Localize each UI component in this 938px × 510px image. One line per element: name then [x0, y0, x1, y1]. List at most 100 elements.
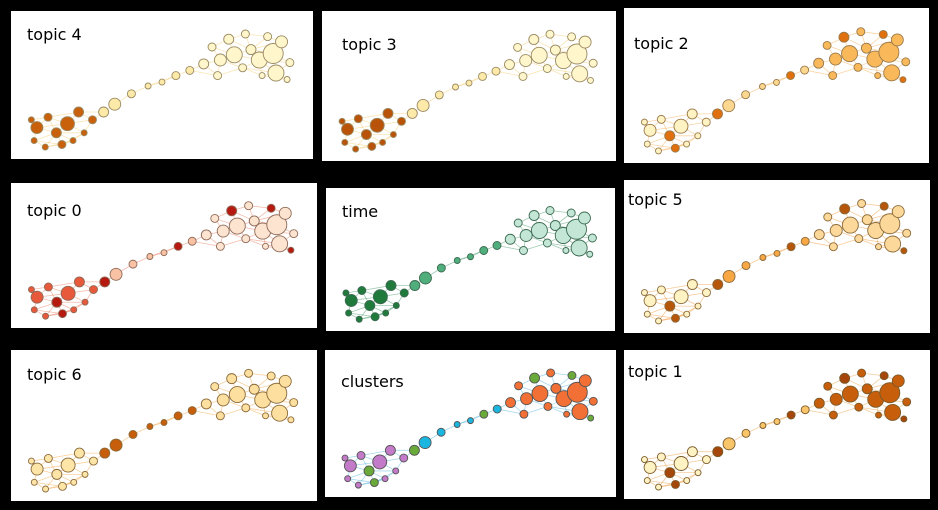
graph-node: [30, 290, 44, 304]
graph-node: [389, 131, 397, 138]
graph-node: [683, 310, 691, 318]
graph-node: [841, 216, 859, 234]
graph-node: [144, 82, 152, 90]
graph-node: [338, 117, 346, 125]
graph-node: [520, 392, 534, 406]
graph-node: [287, 246, 295, 254]
graph-node: [786, 410, 796, 420]
graph-node: [416, 99, 430, 112]
graph-edge: [495, 70, 524, 77]
graph-node: [773, 418, 781, 426]
graph-node: [566, 208, 576, 218]
graph-node: [673, 118, 689, 134]
graph-node: [344, 294, 358, 307]
graph-node: [60, 116, 75, 132]
graph-node: [238, 63, 248, 73]
graph-node: [722, 269, 736, 283]
graph-node: [228, 386, 246, 404]
graph-node: [758, 83, 766, 90]
graph-node: [878, 41, 900, 63]
graph-node: [643, 477, 651, 484]
graph-node: [89, 456, 98, 466]
graph-node: [341, 122, 354, 136]
graph-node: [786, 71, 796, 80]
graph-node: [453, 257, 461, 264]
graph-node: [670, 143, 680, 153]
graph-node: [578, 374, 592, 388]
graph-node: [694, 132, 702, 140]
graph-edge: [647, 313, 676, 319]
graph-node: [823, 212, 833, 222]
graph-node: [384, 444, 396, 456]
graph-node: [578, 211, 591, 225]
graph-node: [215, 241, 225, 251]
graph-node: [392, 467, 400, 475]
graph-node: [571, 65, 589, 83]
network-graph: [28, 201, 299, 320]
graph-node: [30, 306, 38, 314]
panel-topic-6: topic 6: [11, 350, 317, 501]
graph-node: [70, 306, 78, 314]
graph-node: [875, 243, 882, 251]
graph-node: [545, 29, 555, 39]
network-graph: [341, 368, 598, 489]
graph-node: [436, 263, 446, 273]
graph-edge: [805, 240, 834, 248]
graph-node: [73, 106, 85, 118]
graph-node: [643, 123, 657, 137]
graph-node: [813, 229, 825, 240]
graph-node: [408, 444, 420, 456]
graph-node: [171, 71, 181, 81]
graph-node: [266, 382, 288, 404]
graph-node: [874, 72, 882, 79]
graph-node: [759, 422, 767, 429]
graph-node: [370, 312, 380, 322]
graph-node: [722, 437, 736, 451]
graph-node: [828, 71, 838, 80]
panel-title: clusters: [341, 372, 404, 391]
graph-node: [41, 143, 49, 151]
graph-node: [504, 59, 515, 71]
graph-node: [562, 72, 570, 80]
graph-node: [861, 383, 873, 395]
graph-node: [741, 428, 751, 438]
graph-node: [549, 220, 561, 231]
graph-node: [200, 398, 212, 410]
graph-node: [828, 410, 838, 420]
graph-node: [379, 138, 387, 146]
graph-node: [58, 309, 67, 319]
graph-node: [519, 229, 533, 242]
graph-node: [381, 475, 389, 483]
graph-node: [656, 114, 666, 124]
graph-node: [800, 405, 810, 415]
graph-node: [258, 72, 266, 80]
graph-node: [363, 465, 375, 477]
graph-node: [529, 372, 541, 384]
graph-node: [467, 417, 474, 425]
graph-node: [128, 430, 138, 439]
graph-node: [514, 381, 524, 391]
graph-node: [409, 280, 421, 291]
graph-node: [81, 470, 89, 478]
graph-node: [857, 199, 867, 208]
graph-node: [542, 238, 552, 248]
graph-node: [712, 108, 723, 120]
graph-node: [566, 218, 587, 240]
graph-node: [109, 438, 123, 452]
graph-node: [655, 483, 663, 491]
graph-node: [900, 247, 908, 255]
graph-node: [839, 203, 851, 215]
network-graph: [342, 206, 597, 323]
graph-node: [879, 371, 889, 381]
graph-node: [504, 233, 516, 245]
graph-node: [285, 58, 295, 68]
graph-node: [372, 289, 388, 305]
graph-node: [773, 249, 781, 257]
panel-topic-4: topic 4: [11, 11, 313, 159]
graph-node: [51, 296, 63, 308]
graph-edge: [804, 69, 833, 76]
graph-node: [519, 246, 528, 255]
graph-node: [267, 64, 285, 82]
graph-edge: [34, 309, 63, 315]
graph-node: [492, 404, 502, 414]
